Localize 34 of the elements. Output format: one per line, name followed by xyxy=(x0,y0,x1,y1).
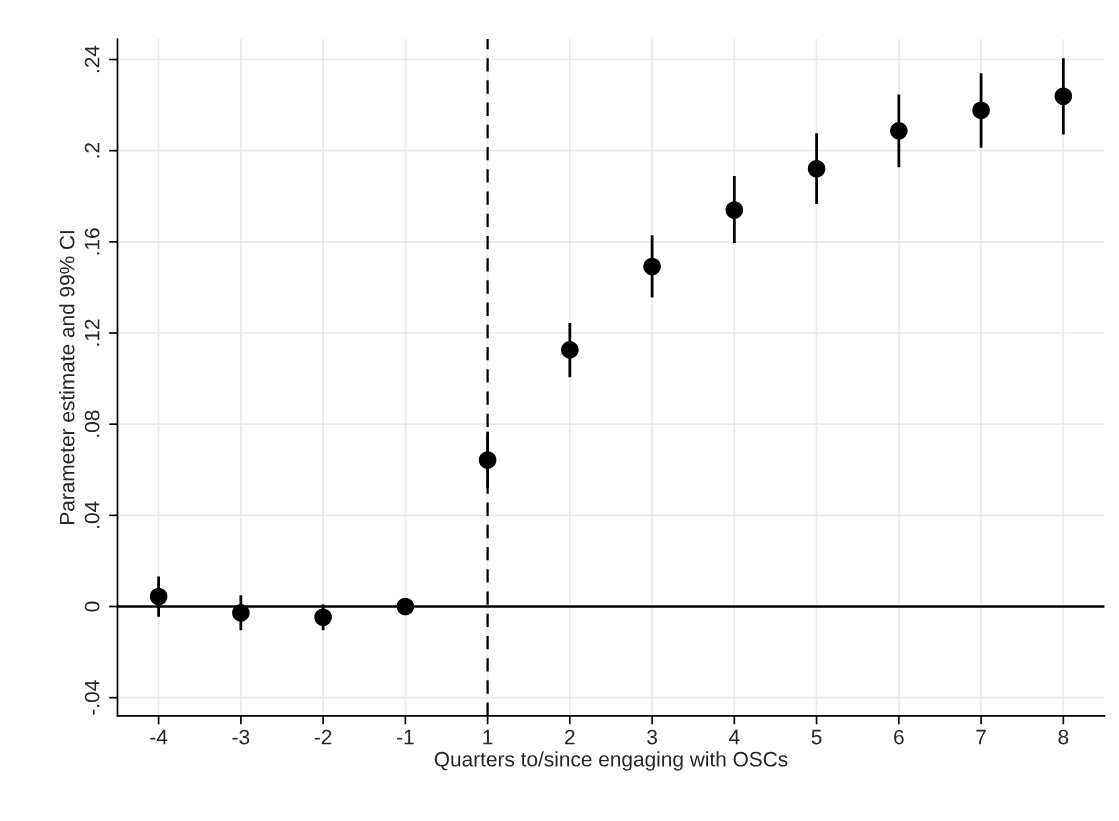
x-tick-label: 5 xyxy=(811,729,822,745)
y-tick-label: .2 xyxy=(84,143,100,158)
x-tick-label: -1 xyxy=(397,729,414,745)
y-tick-label: .12 xyxy=(84,319,100,346)
point xyxy=(149,587,168,606)
x-tick-label: 1 xyxy=(483,729,493,745)
point xyxy=(1054,87,1073,105)
x-tick-label: -4 xyxy=(150,729,168,745)
point xyxy=(972,101,990,120)
y-tick-label: -.04 xyxy=(84,680,100,715)
x-tick-label: 6 xyxy=(894,729,904,745)
x-tick-label: 2 xyxy=(565,729,575,745)
x-tick-label: 8 xyxy=(1058,729,1069,745)
y-tick-label: .08 xyxy=(84,410,100,437)
point xyxy=(643,257,661,276)
x-tick-label: 3 xyxy=(647,729,657,745)
x-axis-title: Quarters to/since engaging with OSCs xyxy=(434,751,788,771)
point xyxy=(725,201,744,219)
y-tick-label: .04 xyxy=(84,501,100,528)
point xyxy=(807,159,826,178)
x-tick-label: 7 xyxy=(976,729,986,745)
x-tick-label: 4 xyxy=(729,729,740,745)
point xyxy=(478,451,497,469)
y-axis-title: Parameter estimate and 99% CI xyxy=(59,231,75,524)
y-tick-label: .24 xyxy=(84,45,100,73)
y-tick-label: .16 xyxy=(84,228,100,255)
point xyxy=(396,597,415,616)
point xyxy=(314,608,332,627)
point xyxy=(890,122,908,140)
x-tick-label: -2 xyxy=(314,729,332,745)
point xyxy=(232,604,250,622)
x-tick-label: -3 xyxy=(232,729,250,745)
y-tick-label: 0 xyxy=(84,601,100,612)
point xyxy=(561,341,579,359)
